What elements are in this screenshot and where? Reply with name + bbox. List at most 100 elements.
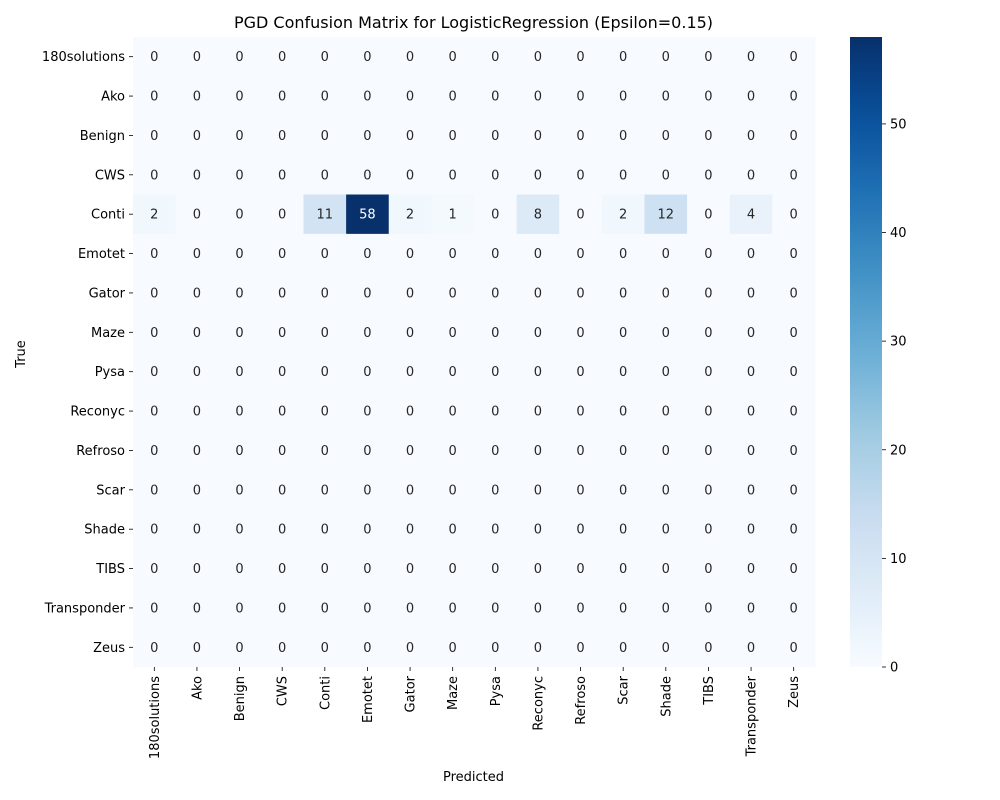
cell-value-label: 0 — [406, 247, 414, 262]
cell-value-label: 0 — [534, 129, 542, 144]
cell-value-label: 0 — [790, 483, 798, 498]
cell-value-label: 0 — [747, 129, 755, 144]
cell-value-label: 0 — [704, 90, 712, 105]
cell-value-label: 0 — [449, 90, 457, 105]
cell-value-label: 0 — [790, 129, 798, 144]
cell-value-label: 0 — [704, 326, 712, 341]
cell-value-label: 0 — [363, 168, 371, 183]
cell-value-label: 0 — [235, 208, 243, 223]
cell-value-label: 0 — [321, 562, 329, 577]
cell-value-label: 0 — [662, 286, 670, 301]
cell-value-label: 0 — [491, 601, 499, 616]
cell-value-label: 12 — [658, 208, 675, 223]
cell-value-label: 0 — [150, 405, 158, 420]
chart-title: PGD Confusion Matrix for LogisticRegress… — [234, 13, 713, 32]
cell-value-label: 0 — [193, 483, 201, 498]
cell-value-label: 0 — [790, 601, 798, 616]
cell-value-label: 0 — [193, 365, 201, 380]
cell-value-label: 0 — [278, 483, 286, 498]
cell-value-label: 0 — [747, 50, 755, 65]
cell-value-label: 0 — [321, 129, 329, 144]
cell-value-label: 0 — [576, 562, 584, 577]
cell-value-label: 0 — [619, 601, 627, 616]
y-tick-label: Ako — [101, 90, 125, 105]
cell-value-label: 0 — [406, 50, 414, 65]
cell-value-label: 0 — [363, 523, 371, 538]
cell-value-label: 0 — [363, 129, 371, 144]
x-tick-label: 180solutions — [148, 676, 163, 759]
cell-value-label: 0 — [449, 326, 457, 341]
cell-value-label: 0 — [321, 641, 329, 656]
cell-value-label: 0 — [321, 90, 329, 105]
y-tick-label: CWS — [95, 168, 125, 183]
cell-value-label: 0 — [704, 562, 712, 577]
cell-value-label: 0 — [576, 523, 584, 538]
cell-value-label: 0 — [619, 365, 627, 380]
cell-value-label: 0 — [449, 365, 457, 380]
cell-value-label: 0 — [747, 326, 755, 341]
cell-value-label: 0 — [576, 601, 584, 616]
cell-value-label: 0 — [278, 168, 286, 183]
cell-value-label: 0 — [491, 365, 499, 380]
y-tick-label: Refroso — [76, 444, 125, 459]
cell-value-label: 0 — [449, 523, 457, 538]
cell-value-label: 0 — [193, 168, 201, 183]
cell-value-label: 0 — [619, 326, 627, 341]
cell-value-label: 0 — [193, 247, 201, 262]
cell-value-label: 0 — [704, 444, 712, 459]
colorbar-tick-label: 10 — [890, 552, 907, 567]
cell-value-label: 0 — [363, 365, 371, 380]
y-tick-label: Gator — [89, 286, 126, 301]
cell-value-label: 0 — [790, 365, 798, 380]
cell-value-label: 0 — [704, 601, 712, 616]
cell-value-label: 0 — [619, 444, 627, 459]
cell-value-label: 0 — [534, 168, 542, 183]
cell-value-label: 0 — [193, 208, 201, 223]
cell-value-label: 0 — [491, 641, 499, 656]
cell-value-label: 0 — [576, 483, 584, 498]
cell-value-label: 0 — [491, 168, 499, 183]
cell-value-label: 0 — [662, 483, 670, 498]
cell-value-label: 0 — [235, 483, 243, 498]
cell-value-label: 0 — [363, 483, 371, 498]
cell-value-label: 0 — [747, 641, 755, 656]
x-tick-label: Transponder — [745, 675, 760, 757]
cell-value-label: 0 — [491, 483, 499, 498]
cell-value-label: 0 — [406, 601, 414, 616]
cell-value-label: 0 — [406, 326, 414, 341]
cell-value-label: 0 — [150, 523, 158, 538]
cell-value-label: 0 — [704, 405, 712, 420]
y-tick-label: Transponder — [44, 601, 126, 616]
cell-value-label: 0 — [321, 50, 329, 65]
x-tick-label: Scar — [617, 675, 632, 704]
cell-value-label: 11 — [317, 208, 334, 223]
cell-value-label: 0 — [235, 168, 243, 183]
y-tick-label: 180solutions — [42, 50, 125, 65]
cell-value-label: 0 — [704, 168, 712, 183]
cell-value-label: 0 — [449, 641, 457, 656]
cell-value-label: 0 — [406, 405, 414, 420]
cell-value-label: 0 — [576, 365, 584, 380]
cell-value-label: 0 — [150, 562, 158, 577]
cell-value-label: 0 — [278, 326, 286, 341]
cell-value-label: 0 — [150, 601, 158, 616]
cell-value-label: 0 — [235, 247, 243, 262]
cell-value-label: 0 — [534, 50, 542, 65]
cell-value-label: 0 — [150, 326, 158, 341]
cell-value-label: 0 — [449, 562, 457, 577]
cell-value-label: 0 — [321, 523, 329, 538]
y-tick-label: TIBS — [95, 562, 125, 577]
colorbar-tick-label: 0 — [890, 661, 898, 676]
cell-value-label: 0 — [406, 444, 414, 459]
cell-value-label: 0 — [619, 562, 627, 577]
y-tick-label: Scar — [96, 483, 125, 498]
cell-value-label: 0 — [662, 405, 670, 420]
cell-value-label: 0 — [491, 405, 499, 420]
cell-value-label: 0 — [790, 168, 798, 183]
cell-value-label: 0 — [406, 168, 414, 183]
cell-value-label: 0 — [278, 129, 286, 144]
cell-value-label: 2 — [150, 208, 158, 223]
x-tick-label: Ako — [190, 676, 205, 700]
cell-value-label: 0 — [534, 444, 542, 459]
cell-value-label: 0 — [278, 50, 286, 65]
